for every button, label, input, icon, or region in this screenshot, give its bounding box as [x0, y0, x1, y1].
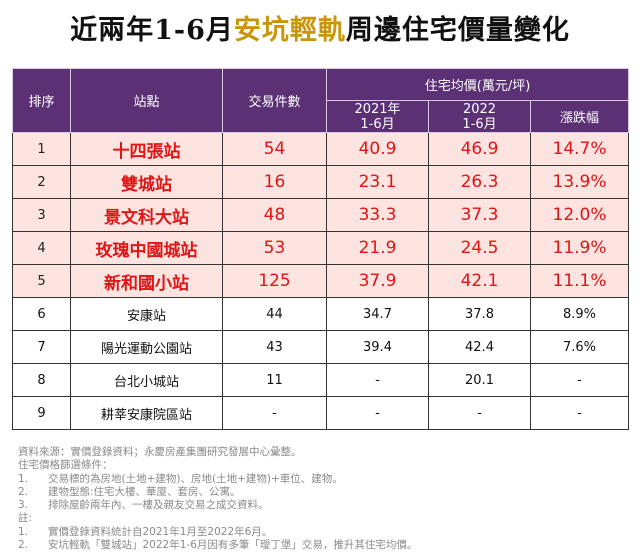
cell-station: 台北小城站: [70, 363, 223, 397]
cell-price-2021: 21.9: [326, 231, 429, 265]
cell-station: 玫瑰中國城站: [70, 231, 223, 265]
cell-count: 44: [222, 297, 327, 331]
table-row: 2 雙城站 16 23.1 26.3 13.9%: [12, 165, 630, 199]
cell-price-2022: 26.3: [428, 165, 531, 199]
filter-title: 住宅價格篩選條件：: [18, 459, 113, 472]
cell-price-2021: 40.9: [326, 132, 429, 166]
cell-count: 11: [222, 363, 327, 397]
cell-rank: 2: [12, 165, 71, 199]
cell-count: 48: [222, 198, 327, 232]
cell-change: 11.9%: [529, 231, 630, 265]
filter-text: 交易標的為房地(土地+建物)、房地(土地+建物)+車位、建物。: [48, 472, 343, 485]
filter-text: 建物型態:住宅大樓、華廈、套房、公寓。: [48, 485, 241, 498]
note-item: 2. 安坑輕軌「雙城站」2022年1-6月因有多筆「璦丁堡」交易，推升其住宅均價。: [18, 539, 628, 552]
cell-price-2021: -: [326, 363, 429, 397]
header-price-group: 住宅均價(萬元/坪): [325, 68, 630, 101]
price-volume-table: 排序 站點 交易件數 住宅均價(萬元/坪) 2021年 1-6月 2022 1-6月…: [12, 68, 630, 430]
cell-rank: 1: [12, 132, 71, 166]
page-title: 近兩年1-6月安坑輕軌周邊住宅價量變化: [0, 8, 640, 47]
title-prefix: 近兩年1-6月: [70, 15, 234, 46]
cell-change: 8.9%: [529, 297, 630, 331]
note-title: 註:: [18, 512, 33, 525]
cell-change: 7.6%: [529, 330, 630, 364]
cell-price-2022: 37.8: [428, 297, 531, 331]
cell-station: 新和國小站: [70, 264, 223, 298]
filter-item: 2. 建物型態:住宅大樓、華廈、套房、公寓。: [18, 486, 628, 499]
header-transactions: 交易件數: [222, 68, 327, 133]
table-row: 6 安康站 44 34.7 37.8 8.9%: [12, 297, 630, 331]
cell-price-2022: 42.4: [428, 330, 531, 364]
cell-station: 耕莘安康院區站: [70, 396, 223, 430]
header-2021: 2021年 1-6月: [326, 100, 429, 133]
header-rank: 排序: [12, 68, 71, 133]
filter-number: 1.: [18, 472, 29, 485]
cell-price-2022: -: [428, 396, 531, 430]
cell-station: 雙城站: [70, 165, 223, 199]
note-number: 2.: [18, 539, 29, 552]
header-change: 漲跌幅: [529, 100, 630, 133]
cell-price-2022: 37.3: [428, 198, 531, 232]
cell-change: -: [529, 363, 630, 397]
filter-item: 1. 交易標的為房地(土地+建物)、房地(土地+建物)+車位、建物。: [18, 473, 628, 486]
filter-number: 3.: [18, 499, 29, 512]
header-2022: 2022 1-6月: [428, 100, 531, 133]
table-row: 7 陽光運動公園站 43 39.4 42.4 7.6%: [12, 330, 630, 364]
cell-rank: 3: [12, 198, 71, 232]
cell-price-2021: 37.9: [326, 264, 429, 298]
cell-rank: 4: [12, 231, 71, 265]
cell-price-2022: 46.9: [428, 132, 531, 166]
cell-rank: 9: [12, 396, 71, 430]
cell-price-2021: 33.3: [326, 198, 429, 232]
cell-price-2021: 34.7: [326, 297, 429, 331]
note-item: 1. 實價登錄資料統計自2021年1月至2022年6月。: [18, 526, 628, 539]
cell-station: 安康站: [70, 297, 223, 331]
note-text: 安坑輕軌「雙城站」2022年1-6月因有多筆「璦丁堡」交易，推升其住宅均價。: [48, 539, 418, 552]
header-2022-year: 2022: [462, 101, 497, 117]
note-number: 1.: [18, 525, 29, 538]
cell-rank: 8: [12, 363, 71, 397]
cell-count: -: [222, 396, 327, 430]
cell-station: 景文科大站: [70, 198, 223, 232]
table-row: 1 十四張站 54 40.9 46.9 14.7%: [12, 132, 630, 166]
footnotes: 資料來源：實價登錄資料；永慶房產集團研究發展中心彙整。 住宅價格篩選條件： 1.…: [18, 446, 628, 552]
table-row: 3 景文科大站 48 33.3 37.3 12.0%: [12, 198, 630, 232]
title-highlight: 安坑輕軌: [233, 15, 346, 46]
cell-price-2021: -: [326, 396, 429, 430]
table-row: 4 玫瑰中國城站 53 21.9 24.5 11.9%: [12, 231, 630, 265]
cell-price-2022: 24.5: [428, 231, 531, 265]
cell-price-2022: 42.1: [428, 264, 531, 298]
filter-text: 排除屋齡兩年內、一樓及親友交易之成交資料。: [48, 499, 269, 512]
cell-station: 陽光運動公園站: [70, 330, 223, 364]
header-2021-period: 1-6月: [360, 116, 395, 132]
cell-count: 16: [222, 165, 327, 199]
table-row: 5 新和國小站 125 37.9 42.1 11.1%: [12, 264, 630, 298]
cell-change: -: [529, 396, 630, 430]
cell-count: 125: [222, 264, 327, 298]
cell-change: 13.9%: [529, 165, 630, 199]
cell-change: 11.1%: [529, 264, 630, 298]
cell-change: 14.7%: [529, 132, 630, 166]
cell-station: 十四張站: [70, 132, 223, 166]
note-text: 實價登錄資料統計自2021年1月至2022年6月。: [48, 525, 273, 538]
cell-price-2021: 23.1: [326, 165, 429, 199]
cell-count: 43: [222, 330, 327, 364]
cell-change: 12.0%: [529, 198, 630, 232]
header-2022-period: 1-6月: [462, 116, 497, 132]
header-station: 站點: [70, 68, 223, 133]
cell-price-2022: 20.1: [428, 363, 531, 397]
cell-price-2021: 39.4: [326, 330, 429, 364]
source-note: 資料來源：實價登錄資料；永慶房產集團研究發展中心彙整。: [18, 446, 302, 458]
header-2021-year: 2021年: [354, 101, 401, 117]
cell-rank: 5: [12, 264, 71, 298]
cell-count: 53: [222, 231, 327, 265]
filter-number: 2.: [18, 485, 29, 498]
filter-item: 3. 排除屋齡兩年內、一樓及親友交易之成交資料。: [18, 499, 628, 512]
cell-rank: 7: [12, 330, 71, 364]
title-suffix: 周邊住宅價量變化: [345, 15, 570, 46]
cell-count: 54: [222, 132, 327, 166]
cell-rank: 6: [12, 297, 71, 331]
table-row: 8 台北小城站 11 - 20.1 -: [12, 363, 630, 397]
table-row: 9 耕莘安康院區站 - - - -: [12, 396, 630, 430]
